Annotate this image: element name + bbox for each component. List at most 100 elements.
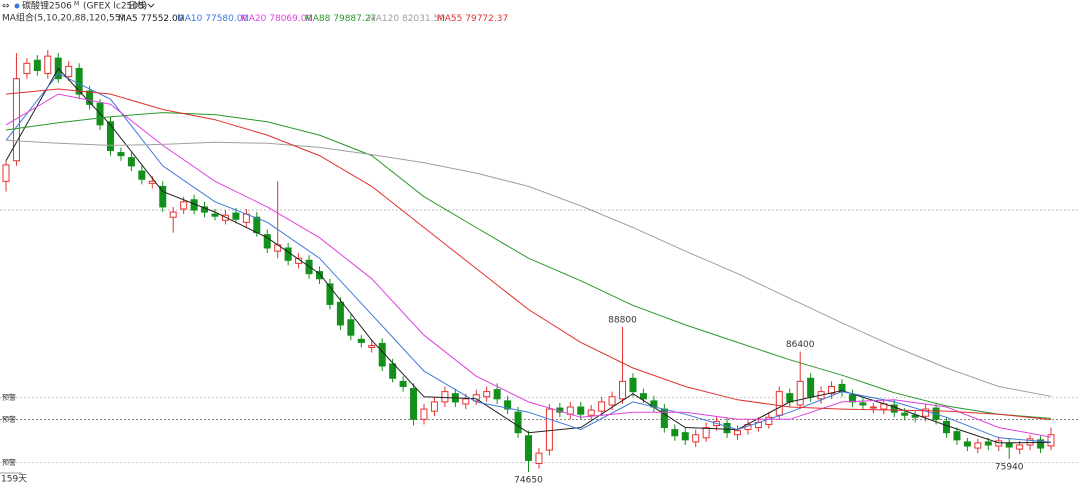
candle-body (232, 212, 240, 220)
extreme-label: 74650 (514, 476, 543, 485)
candle-body (441, 391, 449, 403)
candle-body (75, 67, 83, 95)
symbol-sup: M (74, 1, 79, 8)
candle-body (378, 342, 386, 367)
candle-body (514, 411, 522, 434)
candle-body (44, 55, 52, 75)
candle-body (1037, 439, 1045, 449)
candle-body (336, 301, 344, 326)
candle-body (430, 401, 438, 412)
candle-body (284, 247, 292, 261)
candle-body (734, 430, 741, 436)
legend-name: MA120 (368, 14, 399, 24)
candle-body (159, 185, 167, 208)
candle-body (859, 402, 867, 406)
candle-body (493, 389, 501, 400)
legend-value: 77580.00 (205, 14, 248, 24)
candle-body (399, 380, 407, 388)
period[interactable]: 日线 (128, 0, 146, 12)
legend-name: MA5 (118, 14, 138, 24)
candle-body (848, 394, 856, 403)
candle-body (410, 388, 418, 420)
period-chevron[interactable] (147, 3, 155, 8)
exchange: (GFEX lc2505) (83, 2, 147, 12)
candle-body (169, 211, 177, 218)
candle-body (922, 408, 930, 417)
candle-body (587, 409, 595, 416)
candle-body (775, 391, 783, 416)
candle-body (963, 441, 971, 447)
candle-body (86, 90, 94, 105)
candle-body (263, 234, 271, 249)
candle-body (702, 427, 710, 439)
candle-body (504, 400, 512, 410)
candle-body (525, 435, 532, 461)
extreme-label: 75940 (995, 462, 1024, 472)
candle-body (828, 386, 836, 395)
candle-body (545, 408, 553, 451)
candle-body (953, 431, 961, 441)
candle-body (943, 420, 950, 434)
candle-body (472, 394, 480, 402)
footer-days: 159天 (1, 475, 27, 485)
ma-line (5, 93, 1052, 438)
candle-body (765, 416, 773, 425)
candle-body (869, 406, 877, 409)
candle-body (1047, 434, 1055, 447)
candle-body (420, 408, 428, 420)
candle-body (995, 440, 1003, 447)
symbol-dot (14, 3, 20, 9)
candle-body (901, 412, 909, 416)
candle-body (723, 422, 731, 434)
candle-body (598, 401, 606, 412)
legend-entry: MA88 79887.27 (305, 14, 376, 24)
candle-body (23, 62, 31, 75)
candle-body (984, 441, 992, 446)
legend-entry: MA55 79772.37 (437, 14, 508, 24)
ma-line (5, 88, 1052, 421)
legend-name: MA88 (305, 14, 331, 24)
legend-value: 79772.37 (465, 14, 508, 24)
legend-value: 78069.00 (269, 14, 312, 24)
legend-value: 82031.50 (402, 14, 445, 24)
candle-body (180, 201, 188, 210)
extreme-label: 88800 (608, 315, 637, 325)
candle-body (316, 271, 323, 280)
candle-body (12, 78, 20, 162)
ma-group-label: MA组合(5,10,20,88,120,55) (2, 12, 124, 24)
candle-body (357, 338, 365, 343)
menu-icon: ⇔ (2, 2, 10, 12)
candle-body (911, 414, 919, 418)
candle-body (629, 377, 637, 393)
candle-body (619, 380, 627, 400)
candle-body (107, 121, 114, 152)
legend-name: MA55 (437, 14, 462, 24)
symbol[interactable]: 碳酸锂2506 (22, 0, 72, 12)
alert-label: 预警 (2, 458, 16, 467)
header: ⇔ 碳酸锂2506 M (GFEX lc2505) 日线 (2, 0, 155, 12)
alert-label: 预警 (2, 393, 16, 402)
candle-body (347, 319, 355, 336)
candle-body (807, 377, 815, 398)
legend-entry: MA20 78069.00 (241, 14, 312, 24)
legend-entry: MA120 82031.50 (368, 14, 445, 24)
candle-body (2, 164, 10, 182)
candle-body (211, 213, 219, 217)
candle-body (1026, 438, 1034, 446)
candle-body (671, 429, 679, 437)
legend-name: MA20 (241, 14, 267, 24)
candle-body (65, 65, 73, 78)
candle-body (117, 152, 125, 157)
legend-name: MA10 (177, 14, 203, 24)
candle-body (577, 406, 585, 415)
legend-entry: MA5 77552.00 (118, 14, 184, 24)
candle-body (639, 393, 647, 400)
candle-body (389, 363, 397, 379)
candle-body (535, 452, 543, 464)
candle-body (1016, 444, 1024, 450)
candle-body (681, 432, 689, 441)
candle-body (127, 157, 135, 167)
extreme-label: 86400 (786, 340, 815, 350)
